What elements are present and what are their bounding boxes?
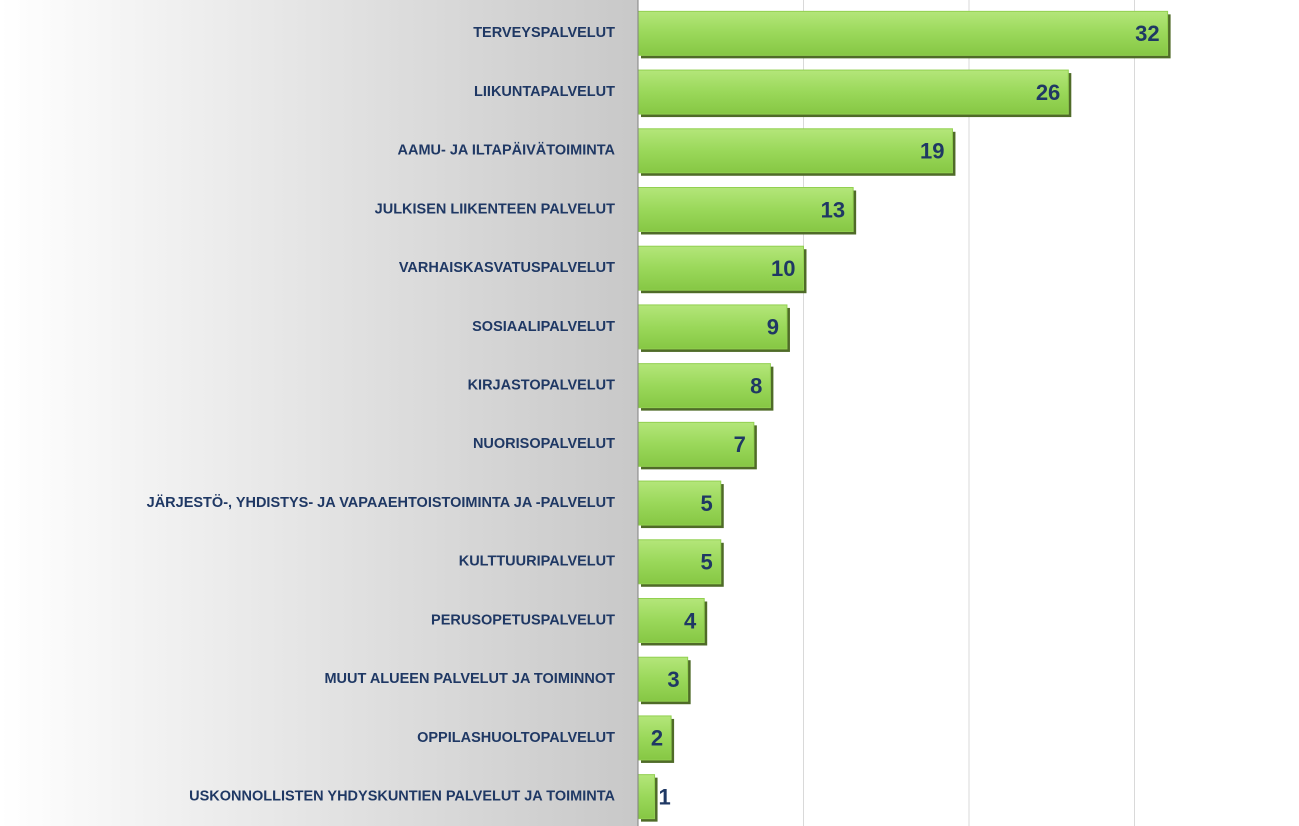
value-label: 10: [771, 256, 795, 281]
y-tick-label: MUUT ALUEEN PALVELUT JA TOIMINNOT: [324, 671, 615, 687]
bar: [637, 128, 953, 174]
bar: [637, 598, 705, 643]
bar: [637, 69, 1069, 115]
value-label: 1: [659, 784, 671, 809]
bar: [637, 539, 722, 585]
value-label: 19: [920, 139, 944, 164]
y-tick-label: KIRJASTOPALVELUT: [468, 377, 616, 393]
bar: [637, 10, 1169, 56]
value-label: 2: [651, 726, 663, 751]
y-tick-label: OPPILASHUOLTOPALVELUT: [417, 730, 615, 746]
y-tick-label: PERUSOPETUSPALVELUT: [431, 612, 615, 628]
value-label: 3: [667, 667, 679, 692]
y-tick-label: KULTTUURIPALVELUT: [459, 554, 615, 570]
y-tick-label: USKONNOLLISTEN YHDYSKUNTIEN PALVELUT JA …: [189, 788, 615, 804]
value-label: 5: [701, 550, 713, 575]
bar: [637, 363, 771, 409]
y-tick-label: LIIKUNTAPALVELUT: [474, 84, 615, 100]
bar: [637, 480, 722, 526]
y-tick-label: VARHAISKASVATUSPALVELUT: [399, 260, 615, 276]
label-panel: [0, 0, 638, 826]
bar: [637, 421, 755, 467]
y-tick-label: TERVEYSPALVELUT: [473, 25, 615, 41]
y-tick-label: JÄRJESTÖ-, YHDISTYS- JA VAPAAEHTOISTOIMI…: [147, 494, 615, 511]
y-tick-label: SOSIAALIPALVELUT: [472, 319, 615, 335]
y-tick-label: AAMU- JA ILTAPÄIVÄTOIMINTA: [398, 142, 616, 159]
value-label: 7: [734, 432, 746, 457]
bar: [637, 187, 854, 232]
y-tick-label: NUORISOPALVELUT: [473, 436, 615, 452]
value-label: 8: [750, 373, 762, 398]
bar: [637, 715, 672, 761]
value-label: 26: [1036, 80, 1060, 105]
value-label: 5: [701, 491, 713, 516]
value-label: 32: [1135, 21, 1159, 46]
value-label: 13: [821, 197, 845, 222]
bar: [637, 774, 656, 820]
y-tick-label: JULKISEN LIIKENTEEN PALVELUT: [375, 201, 615, 217]
bar: [637, 245, 804, 291]
value-label: 4: [684, 608, 697, 633]
bar: [637, 304, 788, 350]
value-label: 9: [767, 315, 779, 340]
bar: [637, 656, 689, 702]
